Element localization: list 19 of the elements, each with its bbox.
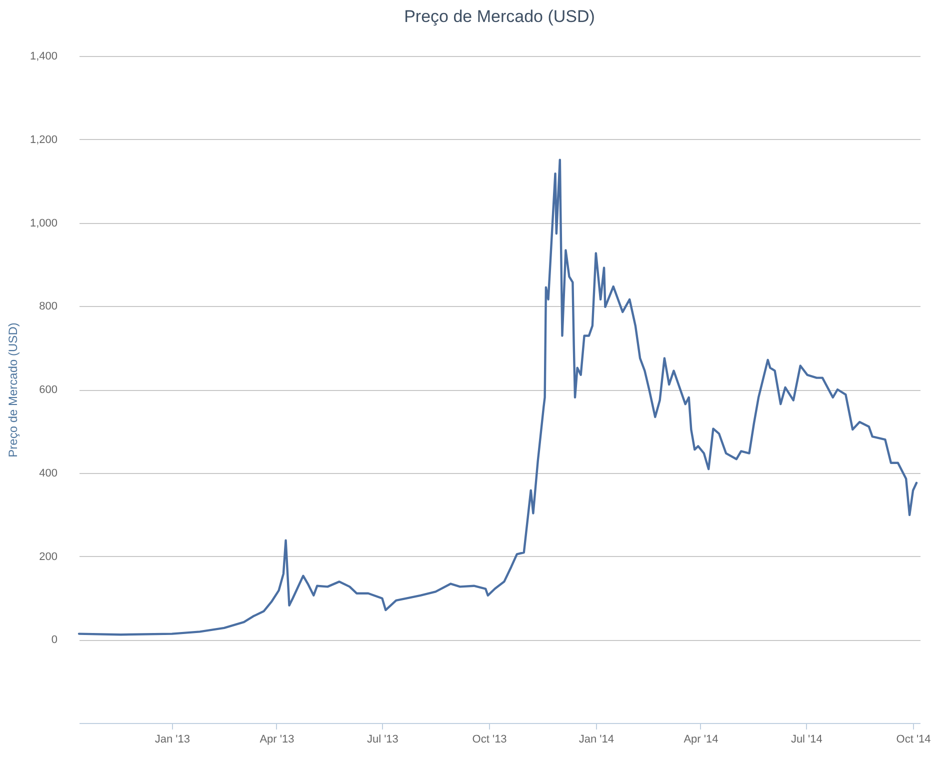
y-tick-label: 1,400 (30, 50, 58, 62)
x-tick-label: Oct '14 (896, 734, 931, 746)
y-tick-label: 400 (39, 467, 58, 480)
y-tick-label: 600 (39, 384, 58, 396)
y-tick-label: 200 (39, 550, 58, 563)
x-tick-label: Oct '13 (472, 734, 507, 746)
y-tick-label: 1,000 (30, 217, 58, 230)
y-axis-title: Preço de Mercado (USD) (6, 322, 20, 458)
x-tick-label: Apr '14 (684, 734, 718, 746)
x-tick-label: Apr '13 (260, 734, 294, 746)
line-series (78, 158, 918, 636)
x-tick-label: Jan '14 (578, 734, 614, 746)
x-tick-label: Jan '13 (154, 734, 190, 746)
y-tick-label: 800 (39, 300, 58, 313)
y-tick-label: 1,200 (30, 134, 58, 146)
chart-title: Preço de Mercado (USD) (404, 7, 595, 26)
x-tick-label: Jul '14 (790, 734, 822, 746)
x-tick-label: Jul '13 (366, 734, 398, 746)
y-tick-label: 0 (51, 634, 58, 646)
